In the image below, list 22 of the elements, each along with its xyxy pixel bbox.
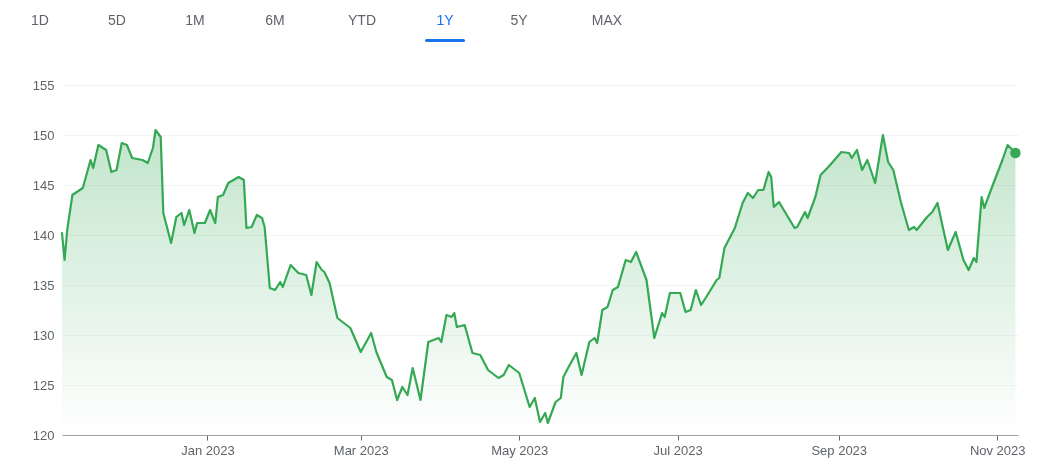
text: 1Y	[436, 12, 454, 28]
y-tick-label: 125	[32, 377, 55, 393]
text: MAX	[591, 12, 623, 28]
y-tick-label: 140	[32, 227, 55, 243]
y-tick-label: 150	[32, 127, 55, 143]
y-tick-label: 120	[32, 427, 55, 443]
text: YTD	[348, 12, 376, 28]
y-tick-label: 130	[32, 327, 55, 343]
x-tick-label: Jul 2023	[653, 442, 703, 458]
x-tick-label: May 2023	[491, 442, 549, 458]
text: 5Y	[510, 12, 528, 28]
text: 1M	[185, 12, 205, 28]
text: 1D	[31, 12, 49, 28]
y-tick-label: 155	[32, 77, 55, 93]
x-tick-label: Mar 2023	[333, 442, 389, 458]
x-tick-label: Sep 2023	[811, 442, 868, 458]
text: 5D	[108, 12, 126, 28]
y-tick-label: 145	[32, 177, 55, 193]
x-tick-label: Nov 2023	[969, 442, 1026, 458]
x-tick-label: Jan 2023	[181, 442, 235, 458]
y-tick-label: 135	[32, 277, 55, 293]
text: 6M	[265, 12, 285, 28]
